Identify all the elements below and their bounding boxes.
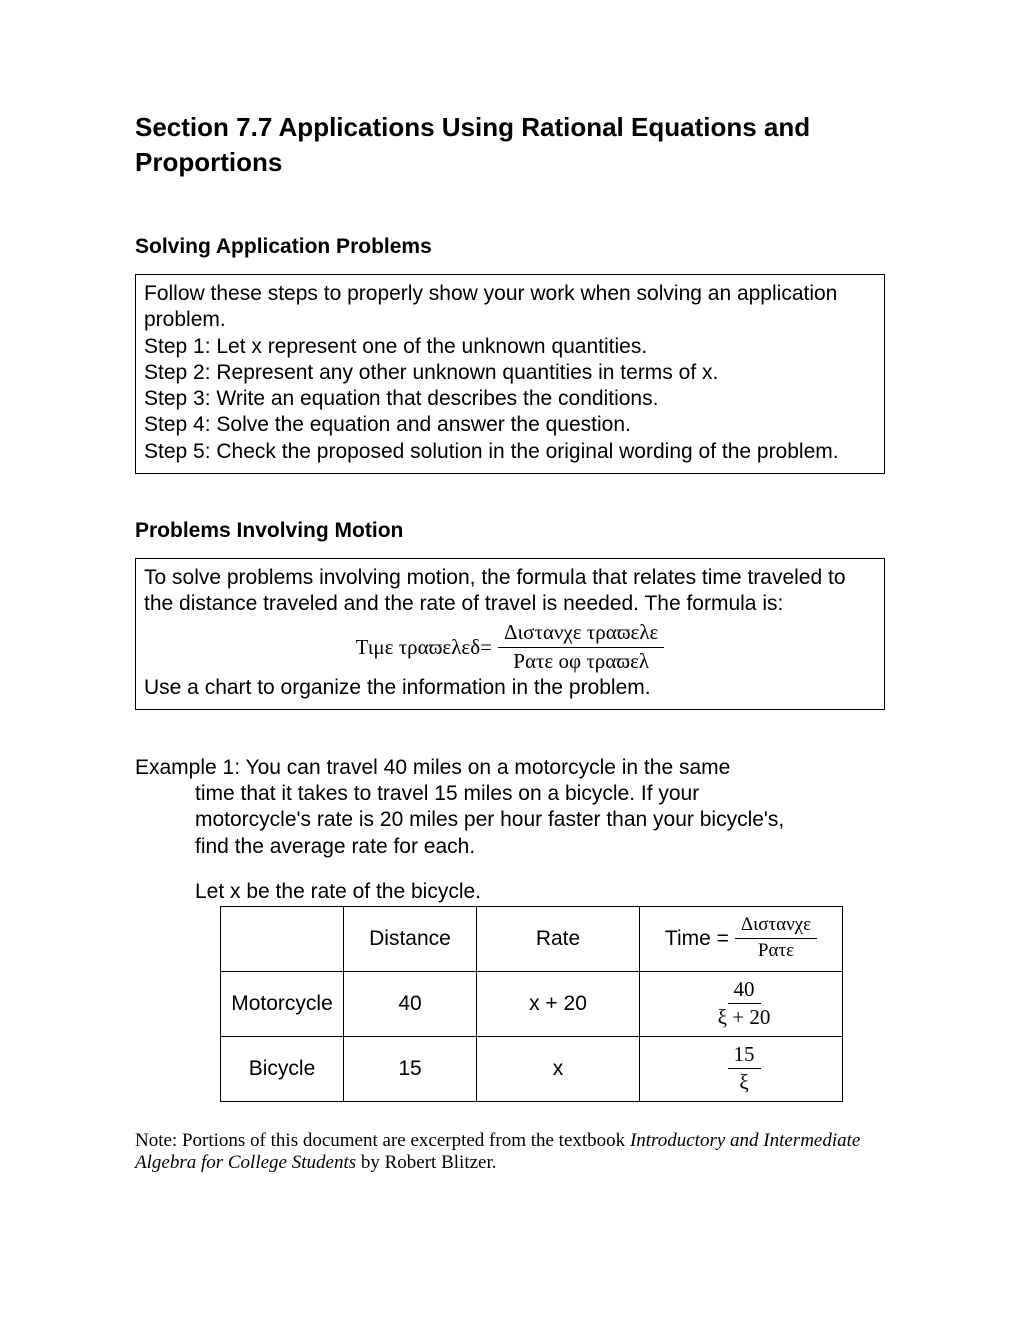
subheading-solving: Solving Application Problems — [135, 235, 885, 259]
step-3: Step 3: Write an equation that describes… — [144, 386, 876, 412]
example-line-2: motorcycle's rate is 20 miles per hour f… — [195, 807, 885, 833]
header-time-prefix: Time = — [665, 927, 729, 951]
motion-outro: Use a chart to organize the information … — [144, 675, 876, 701]
row-time: 40 ξ + 20 — [640, 971, 843, 1036]
row-time-fraction: 15 ξ — [728, 1043, 761, 1094]
formula-denominator: Ρατε οφ τραϖελ — [507, 648, 655, 673]
header-time: Time = Διστανχε Ρατε — [640, 906, 843, 971]
header-rate: Rate — [477, 906, 640, 971]
header-time-num: Διστανχε — [735, 915, 817, 939]
rate-table: Distance Rate Time = Διστανχε Ρατε Motor… — [220, 906, 843, 1102]
row-distance: 40 — [344, 971, 477, 1036]
step-5: Step 5: Check the proposed solution in t… — [144, 439, 876, 465]
formula-numerator: Διστανχε τραϖελε — [498, 621, 664, 647]
formula-lhs: Τιμε τραϖελεδ= — [356, 634, 492, 660]
row-rate: x + 20 — [477, 971, 640, 1036]
footnote-prefix: Note: Portions of this document are exce… — [135, 1130, 630, 1151]
table-row: Motorcycle 40 x + 20 40 ξ + 20 — [221, 971, 843, 1036]
row-time-den: ξ + 20 — [712, 1004, 777, 1029]
steps-intro: Follow these steps to properly show your… — [144, 281, 876, 334]
example-body: time that it takes to travel 15 miles on… — [195, 781, 885, 860]
motion-box: To solve problems involving motion, the … — [135, 558, 885, 710]
row-time-den: ξ — [733, 1069, 754, 1094]
row-rate: x — [477, 1036, 640, 1101]
formula-fraction: Διστανχε τραϖελε Ρατε οφ τραϖελ — [498, 621, 664, 672]
table-row: Bicycle 15 x 15 ξ — [221, 1036, 843, 1101]
footnote: Note: Portions of this document are exce… — [135, 1130, 885, 1174]
steps-box: Follow these steps to properly show your… — [135, 274, 885, 474]
example-lead: Example 1: You can travel 40 miles on a … — [135, 755, 885, 781]
motion-formula: Τιμε τραϖελεδ= Διστανχε τραϖελε Ρατε οφ … — [144, 621, 876, 672]
example-line-3: find the average rate for each. — [195, 834, 885, 860]
subheading-motion: Problems Involving Motion — [135, 519, 885, 543]
section-title: Section 7.7 Applications Using Rational … — [135, 110, 885, 180]
row-time: 15 ξ — [640, 1036, 843, 1101]
row-distance: 15 — [344, 1036, 477, 1101]
row-label: Bicycle — [221, 1036, 344, 1101]
header-distance: Distance — [344, 906, 477, 971]
example-1: Example 1: You can travel 40 miles on a … — [135, 755, 885, 860]
step-2: Step 2: Represent any other unknown quan… — [144, 360, 876, 386]
let-statement: Let x be the rate of the bicycle. — [195, 880, 885, 904]
row-time-num: 40 — [728, 978, 761, 1004]
example-line-1: time that it takes to travel 15 miles on… — [195, 781, 885, 807]
header-time-den: Ρατε — [752, 939, 800, 962]
motion-intro: To solve problems involving motion, the … — [144, 565, 876, 618]
page: Section 7.7 Applications Using Rational … — [0, 0, 1020, 1214]
footnote-suffix: by Robert Blitzer. — [356, 1152, 496, 1173]
table-header-row: Distance Rate Time = Διστανχε Ρατε — [221, 906, 843, 971]
header-time-fraction: Διστανχε Ρατε — [735, 915, 817, 962]
row-time-fraction: 40 ξ + 20 — [712, 978, 777, 1029]
header-blank — [221, 906, 344, 971]
step-1: Step 1: Let x represent one of the unkno… — [144, 334, 876, 360]
step-4: Step 4: Solve the equation and answer th… — [144, 412, 876, 438]
row-label: Motorcycle — [221, 971, 344, 1036]
row-time-num: 15 — [728, 1043, 761, 1069]
